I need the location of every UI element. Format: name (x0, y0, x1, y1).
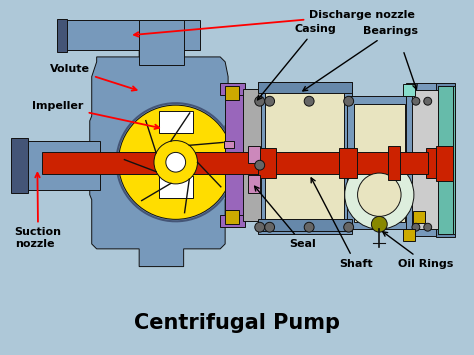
Circle shape (264, 96, 274, 106)
Bar (354, 104, 405, 222)
Bar (220, 215, 245, 227)
Bar (224, 141, 234, 148)
Bar (225, 211, 239, 224)
Circle shape (255, 96, 264, 106)
Circle shape (344, 222, 354, 232)
Text: Bearings: Bearings (303, 26, 419, 91)
Bar (248, 146, 260, 163)
Bar (413, 212, 425, 223)
Circle shape (357, 173, 401, 217)
Bar (139, 21, 183, 65)
Bar (13, 141, 100, 190)
Bar (159, 111, 192, 133)
Bar (57, 18, 67, 52)
Bar (426, 148, 454, 178)
Bar (220, 83, 245, 95)
Bar (225, 87, 239, 100)
Circle shape (345, 160, 414, 229)
Circle shape (344, 96, 354, 106)
Bar (159, 176, 192, 198)
Bar (436, 146, 454, 181)
Bar (42, 152, 428, 174)
Circle shape (372, 217, 387, 232)
Circle shape (424, 223, 432, 231)
Circle shape (154, 141, 198, 184)
Circle shape (264, 222, 274, 232)
Bar (264, 89, 344, 227)
Bar (243, 89, 261, 221)
Bar (412, 91, 438, 229)
Bar (339, 148, 356, 178)
Circle shape (166, 152, 186, 172)
Polygon shape (90, 21, 228, 267)
Bar (258, 219, 352, 231)
Text: Suction
nozzle: Suction nozzle (15, 173, 62, 249)
Text: Shaft: Shaft (311, 178, 373, 269)
Bar (258, 82, 352, 234)
Bar (388, 147, 400, 180)
Bar (57, 21, 201, 50)
Bar (258, 148, 275, 178)
Bar (438, 87, 454, 234)
Bar (224, 162, 234, 170)
Bar (225, 87, 245, 224)
Circle shape (255, 160, 264, 170)
Bar (403, 84, 415, 96)
Text: Casing: Casing (257, 24, 336, 100)
Circle shape (255, 222, 264, 232)
Circle shape (304, 222, 314, 232)
Text: Oil Rings: Oil Rings (383, 232, 454, 269)
Text: Impeller: Impeller (32, 101, 159, 129)
Bar (436, 83, 456, 237)
Bar (438, 87, 456, 234)
Text: Discharge nozzle: Discharge nozzle (134, 10, 415, 37)
Text: Seal: Seal (255, 186, 316, 249)
Bar (11, 138, 28, 193)
Circle shape (118, 105, 233, 219)
Circle shape (424, 97, 432, 105)
Circle shape (412, 97, 420, 105)
Bar (248, 175, 260, 193)
Bar (403, 229, 415, 241)
Text: Volute: Volute (50, 64, 137, 91)
Text: Centrifugal Pump: Centrifugal Pump (134, 313, 340, 333)
Bar (258, 82, 352, 93)
Bar (406, 83, 444, 236)
Circle shape (412, 223, 420, 231)
Circle shape (304, 96, 314, 106)
Bar (346, 96, 411, 229)
